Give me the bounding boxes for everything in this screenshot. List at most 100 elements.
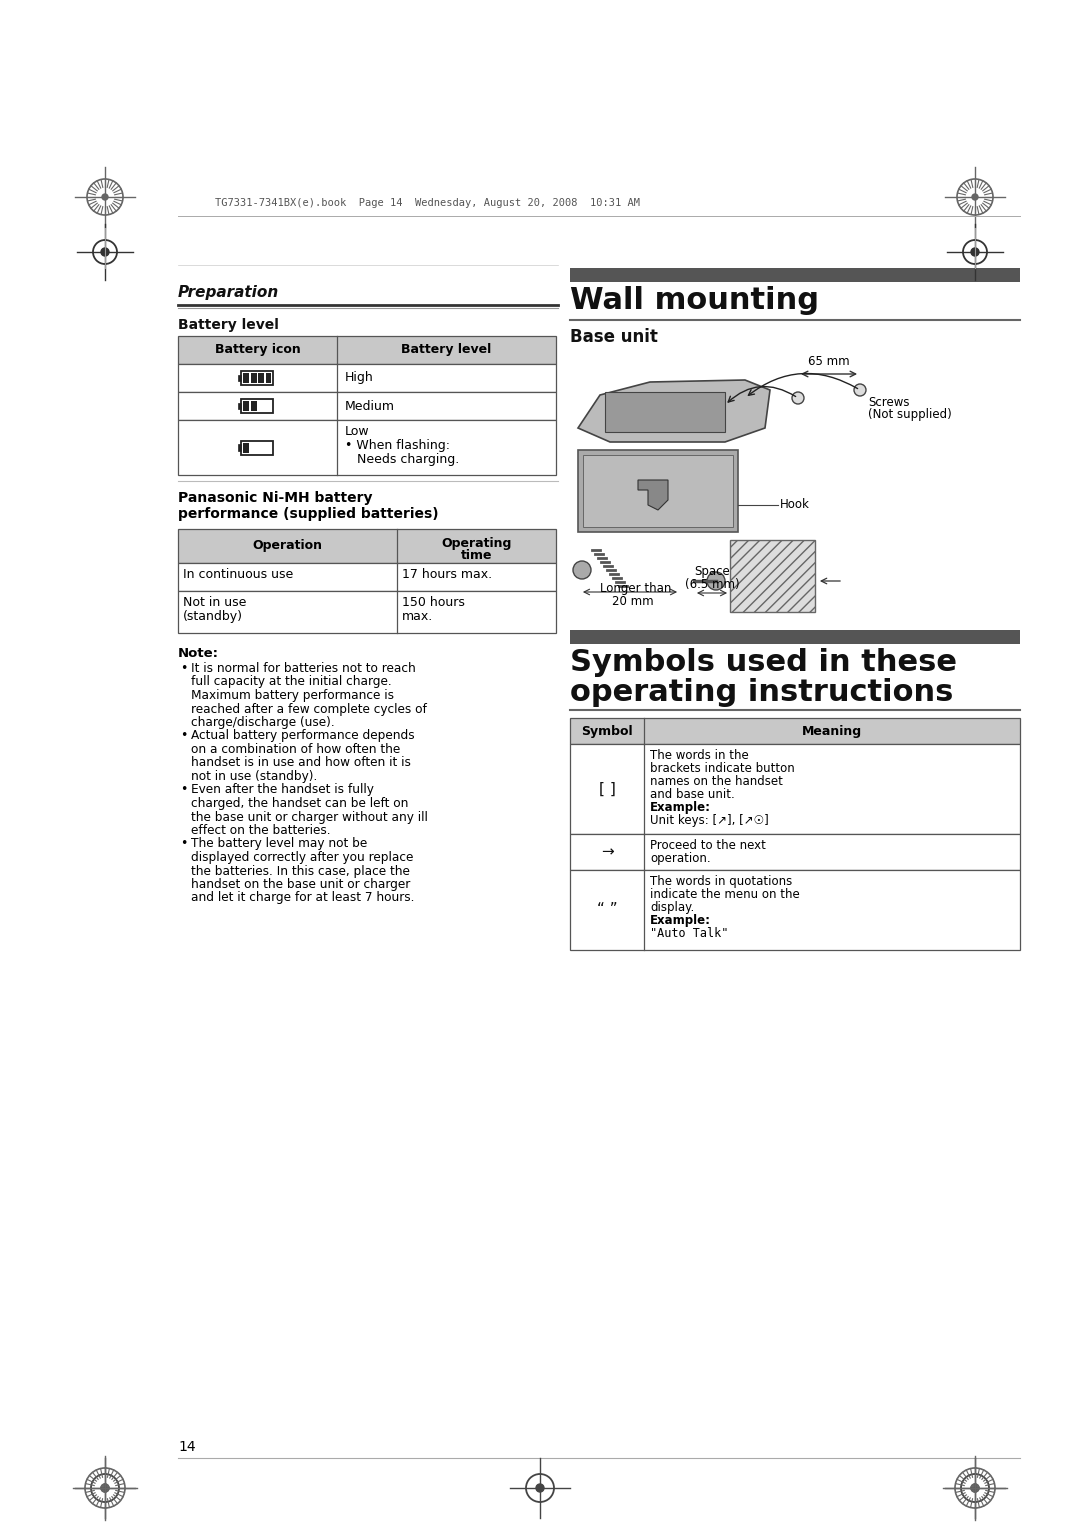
- Text: Space: Space: [694, 565, 730, 578]
- Text: 65 mm: 65 mm: [808, 354, 850, 368]
- Text: reached after a few complete cycles of: reached after a few complete cycles of: [191, 703, 427, 715]
- Text: and base unit.: and base unit.: [650, 788, 735, 801]
- Text: indicate the menu on the: indicate the menu on the: [650, 888, 800, 902]
- Text: Even after the handset is fully: Even after the handset is fully: [191, 784, 374, 796]
- Text: Hook: Hook: [780, 498, 810, 512]
- Bar: [178, 529, 556, 562]
- Bar: [251, 400, 257, 411]
- Bar: [178, 562, 556, 591]
- Circle shape: [972, 194, 978, 200]
- Text: displayed correctly after you replace: displayed correctly after you replace: [191, 851, 414, 863]
- Text: Screws: Screws: [868, 396, 909, 410]
- Text: Example:: Example:: [650, 801, 712, 814]
- Text: 14: 14: [178, 1439, 195, 1455]
- Text: Battery level: Battery level: [402, 344, 491, 356]
- Text: operating instructions: operating instructions: [570, 678, 954, 707]
- Text: full capacity at the initial charge.: full capacity at the initial charge.: [191, 675, 392, 689]
- Bar: [251, 373, 257, 384]
- Text: Not in use: Not in use: [183, 596, 246, 610]
- Text: “ ”: “ ”: [597, 903, 618, 917]
- Polygon shape: [638, 480, 669, 510]
- Circle shape: [854, 384, 866, 396]
- Text: Preparation: Preparation: [178, 286, 280, 299]
- Bar: [243, 443, 249, 452]
- Text: display.: display.: [650, 902, 694, 914]
- Bar: [730, 539, 815, 613]
- Text: "Auto Talk": "Auto Talk": [650, 927, 729, 940]
- Text: Medium: Medium: [345, 399, 395, 413]
- Bar: [178, 393, 556, 420]
- Text: charged, the handset can be left on: charged, the handset can be left on: [191, 798, 408, 810]
- Circle shape: [971, 1484, 978, 1491]
- Text: Unit keys: [↗], [↗☉]: Unit keys: [↗], [↗☉]: [650, 814, 769, 827]
- Circle shape: [536, 1484, 544, 1491]
- Bar: [239, 445, 242, 451]
- Text: Symbol: Symbol: [581, 724, 633, 738]
- Text: Meaning: Meaning: [802, 724, 862, 738]
- Text: Symbols used in these: Symbols used in these: [570, 648, 957, 677]
- Circle shape: [102, 1484, 109, 1491]
- Text: effect on the batteries.: effect on the batteries.: [191, 824, 330, 837]
- Bar: [242, 371, 273, 385]
- Text: →: →: [600, 845, 613, 859]
- Text: Panasonic Ni-MH battery: Panasonic Ni-MH battery: [178, 490, 373, 504]
- Text: time: time: [461, 549, 492, 562]
- Bar: [243, 400, 249, 411]
- Text: (6.5 mm): (6.5 mm): [685, 578, 740, 591]
- Text: charge/discharge (use).: charge/discharge (use).: [191, 717, 335, 729]
- Bar: [258, 373, 264, 384]
- Bar: [570, 744, 1020, 834]
- Text: Longer than: Longer than: [600, 582, 672, 594]
- Bar: [266, 400, 271, 411]
- Text: handset is in use and how often it is: handset is in use and how often it is: [191, 756, 410, 770]
- Text: Note:: Note:: [178, 646, 219, 660]
- Polygon shape: [578, 380, 770, 442]
- Bar: [570, 869, 1020, 950]
- Text: the base unit or charger without any ill: the base unit or charger without any ill: [191, 810, 428, 824]
- Text: [ ]: [ ]: [598, 781, 616, 796]
- Text: brackets indicate button: brackets indicate button: [650, 762, 795, 775]
- Circle shape: [102, 194, 108, 200]
- Text: The words in quotations: The words in quotations: [650, 876, 793, 888]
- Text: Operating: Operating: [442, 536, 512, 550]
- Bar: [239, 374, 242, 380]
- Text: Example:: Example:: [650, 914, 712, 927]
- Text: (Not supplied): (Not supplied): [868, 408, 951, 422]
- Text: Low: Low: [345, 425, 369, 439]
- Text: Wall mounting: Wall mounting: [570, 286, 819, 315]
- Bar: [178, 336, 556, 364]
- Bar: [178, 591, 556, 633]
- Text: and let it charge for at least 7 hours.: and let it charge for at least 7 hours.: [191, 891, 415, 905]
- Text: not in use (standby).: not in use (standby).: [191, 770, 318, 782]
- Text: names on the handset: names on the handset: [650, 775, 783, 788]
- Bar: [570, 630, 1020, 643]
- Text: (standby): (standby): [183, 610, 243, 623]
- Bar: [178, 364, 556, 393]
- Bar: [258, 443, 264, 452]
- Bar: [570, 267, 1020, 283]
- Circle shape: [573, 561, 591, 579]
- Bar: [570, 834, 1020, 869]
- Text: Maximum battery performance is: Maximum battery performance is: [191, 689, 394, 701]
- Bar: [242, 440, 273, 454]
- Text: operation.: operation.: [650, 853, 711, 865]
- Text: •: •: [180, 662, 187, 675]
- Bar: [605, 393, 725, 432]
- Text: Actual battery performance depends: Actual battery performance depends: [191, 729, 415, 743]
- Circle shape: [102, 1484, 109, 1491]
- Bar: [578, 451, 738, 532]
- Bar: [266, 373, 271, 384]
- Circle shape: [792, 393, 804, 403]
- Text: Battery level: Battery level: [178, 318, 279, 332]
- Text: Base unit: Base unit: [570, 329, 658, 345]
- Text: max.: max.: [402, 610, 433, 623]
- Text: •: •: [180, 784, 187, 796]
- Text: High: High: [345, 371, 374, 385]
- Text: • When flashing:: • When flashing:: [345, 439, 449, 452]
- Circle shape: [707, 571, 725, 590]
- Text: Operation: Operation: [253, 539, 323, 553]
- Bar: [178, 420, 556, 475]
- Text: •: •: [180, 837, 187, 851]
- Circle shape: [971, 248, 978, 257]
- Text: 17 hours max.: 17 hours max.: [402, 568, 492, 581]
